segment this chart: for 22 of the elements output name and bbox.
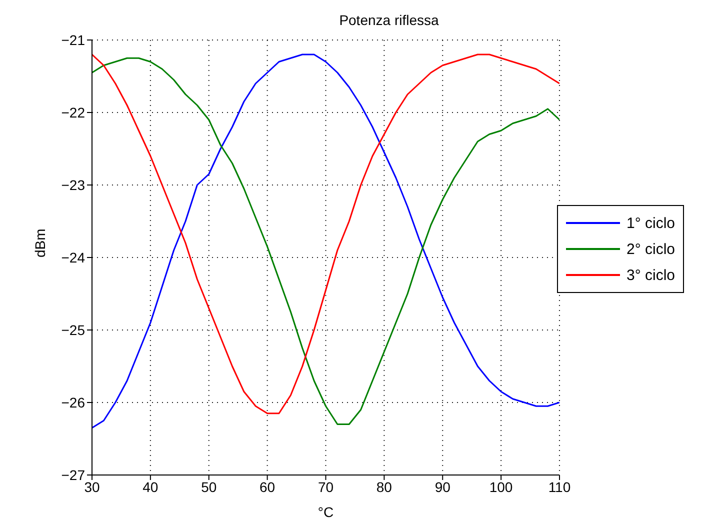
legend-label: 3° ciclo [626,266,675,284]
x-tick-label: 110 [548,478,571,495]
y-tick-label: −22 [61,104,86,120]
x-tick-label: 60 [260,478,276,495]
x-tick-label: 40 [142,478,158,495]
y-tick-label: −24 [61,249,86,266]
x-tick-label: 90 [434,478,451,495]
x-tick-label: 100 [489,478,513,495]
x-tick-label: 70 [318,478,334,495]
y-tick-label: −23 [61,176,86,193]
chart-title: Potenza riflessa [338,12,440,28]
x-tick-label: 80 [376,478,392,495]
y-tick-label: −25 [61,322,86,338]
legend-label: 1° ciclo [626,214,675,232]
x-axis-title: °C [318,504,334,520]
x-tick-label: 50 [201,478,217,495]
x-tick-label: 30 [84,478,100,495]
legend-label: 2° ciclo [626,240,675,258]
y-tick-label: −21 [61,32,86,48]
y-axis-title: dBm [32,228,48,258]
y-tick-label: −27 [61,466,86,483]
y-tick-label: −26 [61,394,86,410]
